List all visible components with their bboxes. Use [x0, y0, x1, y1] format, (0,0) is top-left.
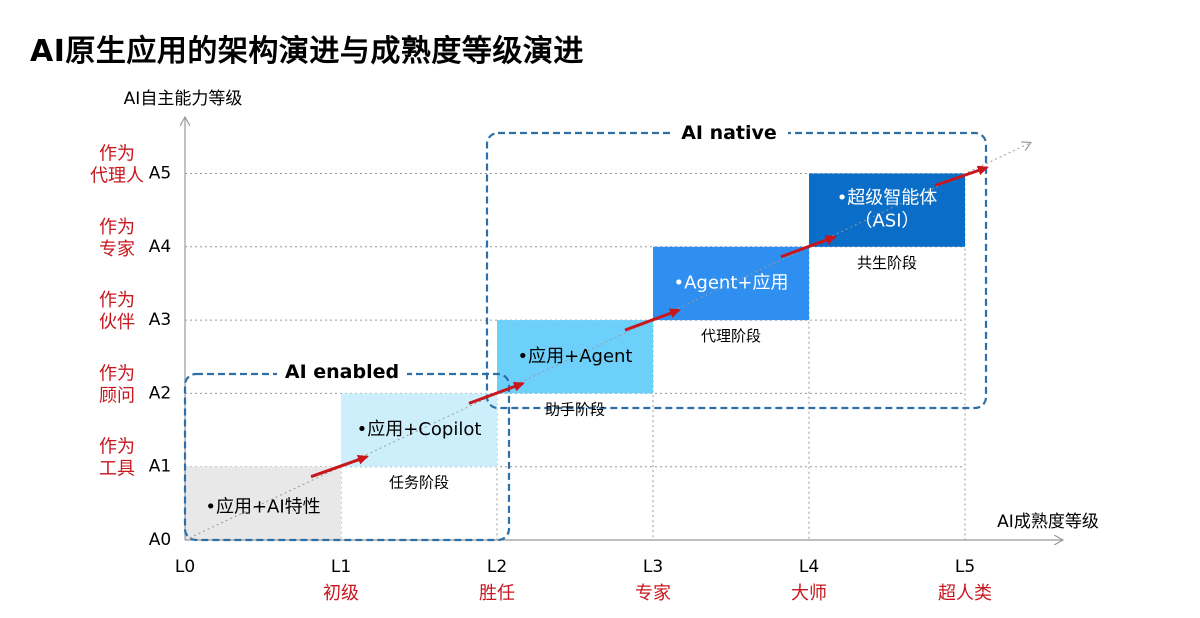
stage-label-4: •超级智能体（ASI） — [837, 188, 938, 232]
progress-arrow-1 — [468, 381, 525, 405]
stage-name-4: 共生阶段 — [857, 253, 917, 271]
y-role-a4: 作为专家 — [99, 217, 135, 260]
y-axis-title: AI自主能力等级 — [124, 89, 243, 109]
x-tick-l5: L5 — [955, 557, 975, 577]
x-tick-l3: L3 — [643, 557, 663, 577]
x-tick-l0: L0 — [175, 557, 195, 577]
x-role-l3: 专家 — [635, 583, 671, 604]
y-tick-a5: A5 — [149, 164, 171, 184]
stage-name-2: 助手阶段 — [545, 400, 605, 418]
y-tick-a2: A2 — [149, 383, 171, 403]
progress-arrow-3 — [780, 235, 837, 259]
group-frames-layer — [183, 121, 988, 542]
progress-arrow-0 — [310, 455, 369, 479]
group-label-bg-0 — [277, 360, 407, 384]
stage-label-2: •应用+Agent — [518, 346, 633, 367]
trend-line — [184, 143, 1030, 541]
stage-name-3: 代理阶段 — [701, 327, 761, 345]
x-axis-title: AI成熟度等级 — [997, 511, 1099, 532]
y-tick-a4: A4 — [149, 237, 171, 257]
group-frame-1 — [485, 131, 988, 410]
x-role-l2: 胜任 — [479, 583, 515, 604]
y-role-a1: 作为工具 — [99, 437, 135, 480]
group-label-0: AI enabled — [285, 361, 399, 383]
y-role-a2: 作为顾问 — [99, 363, 135, 406]
x-tick-l2: L2 — [487, 557, 507, 577]
y-tick-a3: A3 — [149, 310, 171, 330]
group-label-1: AI native — [681, 122, 777, 144]
y-role-a5: 作为代理人 — [90, 144, 144, 187]
stage-label-1: •应用+Copilot — [357, 419, 482, 440]
labels-layer: AI enabled AI native AI自主能力等级 AI成熟度等级 A0 A1 作为… — [90, 89, 1099, 604]
progress-arrows-layer — [310, 165, 989, 479]
stage-label-0: •应用+AI特性 — [205, 496, 320, 517]
x-role-l1: 初级 — [323, 583, 359, 604]
page-title: AI原生应用的架构演进与成熟度等级演进 — [30, 34, 584, 69]
progress-arrow-4 — [934, 165, 989, 187]
y-tick-a1: A1 — [149, 457, 171, 477]
stage-label-3: •Agent+应用 — [674, 272, 789, 293]
x-role-l4: 大师 — [791, 583, 827, 604]
group-label-bg-1 — [670, 121, 788, 145]
x-tick-l4: L4 — [799, 557, 819, 577]
progress-arrow-2 — [624, 308, 681, 332]
y-role-a3: 作为伙伴 — [99, 290, 135, 333]
x-tick-l1: L1 — [331, 557, 351, 577]
x-role-l5: 超人类 — [938, 583, 992, 604]
stage-name-1: 任务阶段 — [389, 473, 449, 491]
group-frame-0 — [183, 372, 511, 542]
y-tick-a0: A0 — [149, 530, 171, 550]
